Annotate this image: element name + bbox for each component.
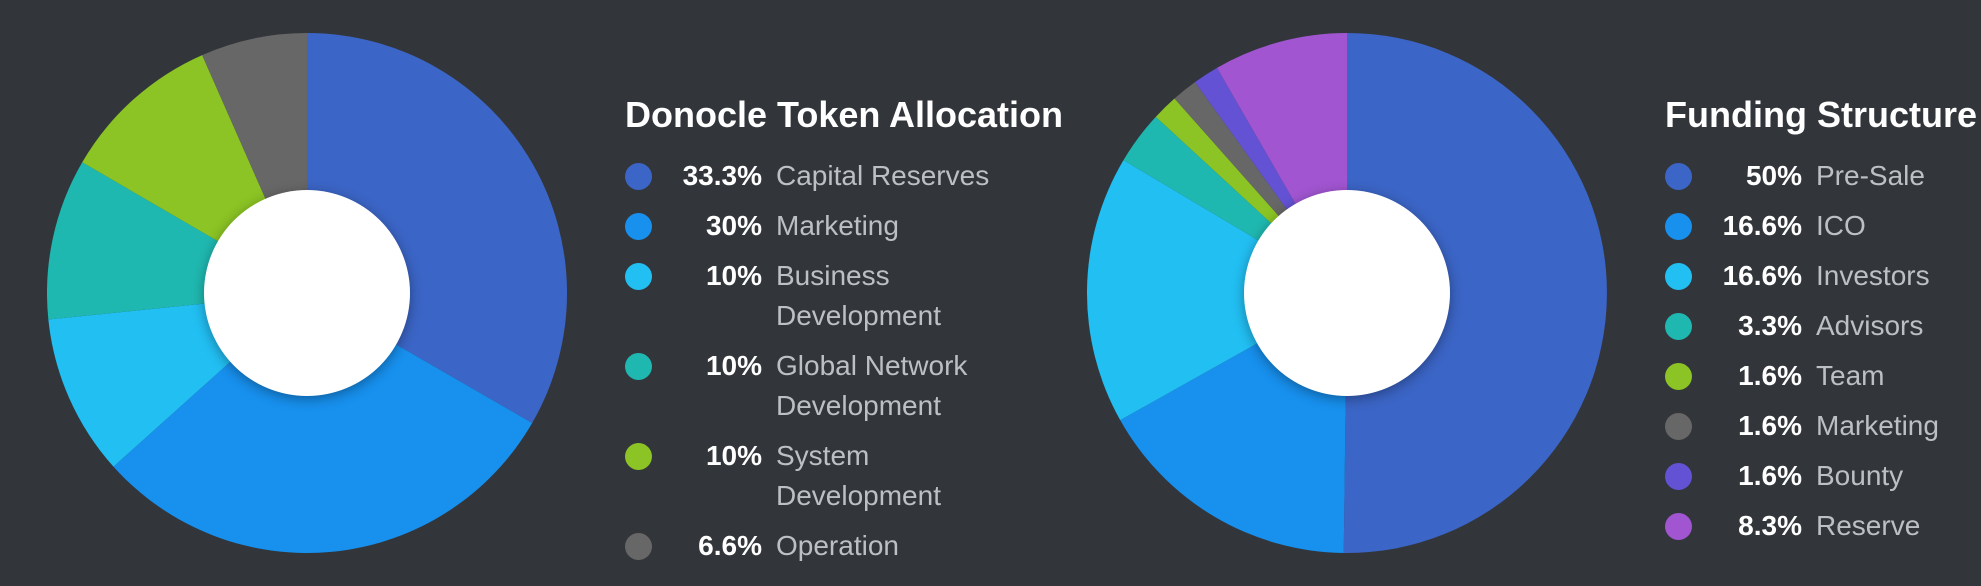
legend-item-bounty: 1.6% Bounty xyxy=(1665,456,1981,496)
legend-swatch xyxy=(1665,413,1692,440)
legend-swatch xyxy=(1665,363,1692,390)
legend-swatch xyxy=(1665,513,1692,540)
pie-slice-marketing xyxy=(113,293,533,553)
legend-percent: 1.6% xyxy=(1738,460,1802,491)
legend-label: Advisors xyxy=(1816,310,1924,341)
legend-label: Global Network Development xyxy=(776,350,968,421)
token-allocation-legend: Donocle Token Allocation 33.3% Capital Re… xyxy=(625,88,1064,576)
legend-swatch xyxy=(625,443,652,470)
legend-percent: 10% xyxy=(705,350,762,381)
legend-item-team: 1.6% Team xyxy=(1665,356,1981,396)
legend-swatch xyxy=(1665,263,1692,290)
pie-slice-pre-sale xyxy=(1343,33,1607,553)
legend-label: Capital Reserves xyxy=(776,160,990,191)
legend-percent: 16.6% xyxy=(1722,210,1802,241)
legend-swatch xyxy=(1665,213,1692,240)
legend-label: System Development xyxy=(776,440,941,511)
legend-swatch xyxy=(1665,463,1692,490)
donut-center-hole xyxy=(204,190,410,396)
legend-percent: 30% xyxy=(705,210,762,241)
legend-label: Marketing xyxy=(776,210,899,241)
legend-percent: 10% xyxy=(705,260,762,291)
donut-center-hole xyxy=(1244,190,1450,396)
funding-structure-title: Funding Structure xyxy=(1665,94,1977,135)
legend-label: Operation xyxy=(776,530,899,561)
legend-swatch xyxy=(625,533,652,560)
legend-label: Reserve xyxy=(1816,510,1921,541)
legend-percent: 10% xyxy=(705,440,762,471)
legend-percent: 3.3% xyxy=(1738,310,1802,341)
token-allocation-panel: Donocle Token Allocation 33.3% Capital Re… xyxy=(0,0,1063,586)
legend-percent: 33.3% xyxy=(682,160,762,191)
legend-item-system-development: 10% System Development xyxy=(625,436,1015,516)
legend-percent: 16.6% xyxy=(1722,260,1802,291)
legend-label: Business Development xyxy=(776,260,941,331)
funding-structure-donut-chart xyxy=(1087,33,1607,553)
legend-swatch xyxy=(1665,163,1692,190)
legend-label: ICO xyxy=(1816,210,1866,241)
legend-label: Bounty xyxy=(1816,460,1904,491)
token-allocation-donut-chart xyxy=(47,33,567,553)
legend-item-marketing: 30% Marketing xyxy=(625,206,1015,246)
legend-item-reserve: 8.3% Reserve xyxy=(1665,506,1981,546)
legend-percent: 6.6% xyxy=(698,530,762,561)
legend-item-capital-reserves: 33.3% Capital Reserves xyxy=(625,156,1015,196)
legend-item-marketing: 1.6% Marketing xyxy=(1665,406,1981,446)
legend-swatch xyxy=(625,353,652,380)
legend-item-ico: 16.6% ICO xyxy=(1665,206,1981,246)
legend-percent: 50% xyxy=(1745,160,1802,191)
legend-label: Pre-Sale xyxy=(1816,160,1925,191)
legend-percent: 1.6% xyxy=(1738,410,1802,441)
legend-label: Investors xyxy=(1816,260,1930,291)
legend-swatch xyxy=(1665,313,1692,340)
pie-slice-investors xyxy=(1087,160,1347,421)
legend-swatch xyxy=(625,263,652,290)
legend-percent: 8.3% xyxy=(1738,510,1802,541)
legend-item-advisors: 3.3% Advisors xyxy=(1665,306,1981,346)
legend-swatch xyxy=(625,213,652,240)
funding-structure-panel: Funding Structure 50% Pre-Sale 16.6% ICO 16.… xyxy=(1040,0,1981,586)
legend-label: Marketing xyxy=(1816,410,1939,441)
legend-swatch xyxy=(625,163,652,190)
legend-item-investors: 16.6% Investors xyxy=(1665,256,1981,296)
legend-label: Team xyxy=(1816,360,1885,391)
token-allocation-title: Donocle Token Allocation xyxy=(625,94,1064,135)
legend-item-business-development: 10% Business Development xyxy=(625,256,1015,336)
legend-percent: 1.6% xyxy=(1738,360,1802,391)
legend-item-operation: 6.6% Operation xyxy=(625,526,1015,566)
funding-structure-legend: Funding Structure 50% Pre-Sale 16.6% ICO 16.… xyxy=(1665,88,1981,556)
legend-item-global-network-development: 10% Global Network Development xyxy=(625,346,1015,426)
legend-item-pre-sale: 50% Pre-Sale xyxy=(1665,156,1981,196)
